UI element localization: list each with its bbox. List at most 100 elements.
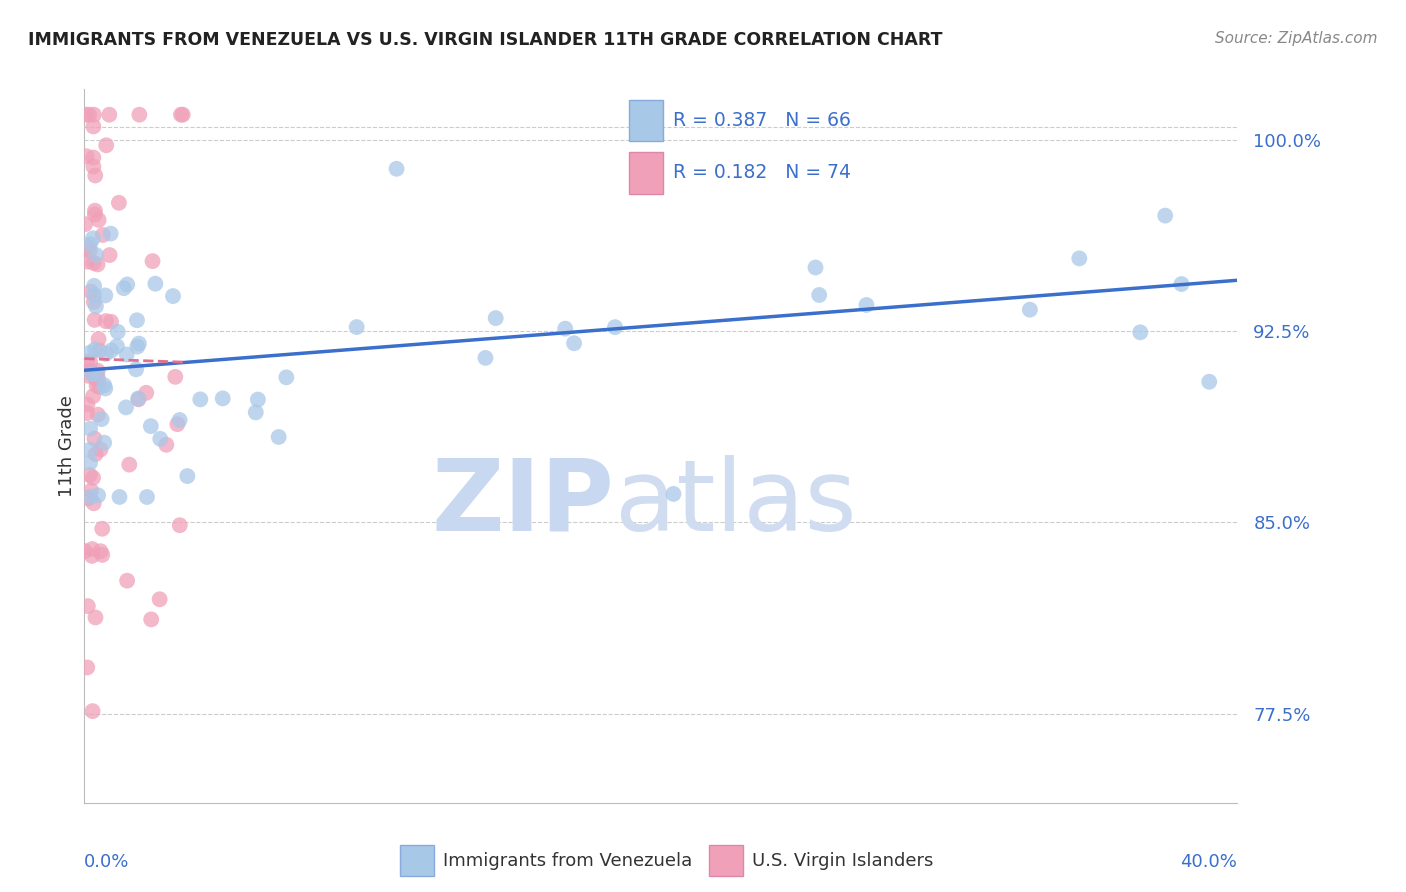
Text: U.S. Virgin Islanders: U.S. Virgin Islanders — [752, 852, 934, 870]
Point — [246, 392, 269, 407]
Point — [83, 295, 105, 310]
Point — [100, 343, 122, 358]
Point — [83, 207, 105, 221]
Point — [485, 311, 508, 326]
Y-axis label: 11th Grade: 11th Grade — [58, 395, 76, 497]
Point — [89, 544, 111, 558]
Point — [90, 412, 112, 426]
Point — [117, 277, 139, 292]
Point — [118, 458, 141, 472]
Point — [77, 240, 100, 254]
Point — [94, 382, 117, 396]
Point — [83, 108, 105, 122]
Point — [169, 413, 191, 427]
Point — [75, 217, 97, 231]
Point — [77, 108, 100, 122]
Point — [94, 288, 117, 302]
Point — [80, 367, 103, 381]
Point — [76, 599, 98, 613]
Point — [127, 392, 149, 406]
Point — [127, 392, 149, 407]
Point — [105, 339, 128, 353]
Point — [83, 313, 105, 327]
Point — [1069, 252, 1091, 266]
Point — [89, 343, 111, 358]
Text: R = 0.387   N = 66: R = 0.387 N = 66 — [672, 111, 851, 130]
Point — [155, 438, 177, 452]
Point — [87, 488, 110, 502]
Point — [554, 321, 576, 335]
Bar — [628, 152, 662, 194]
Point — [76, 491, 98, 506]
Point — [96, 138, 118, 153]
Point — [170, 108, 193, 122]
Point — [346, 320, 368, 334]
Point — [125, 362, 148, 376]
Text: Immigrants from Venezuela: Immigrants from Venezuela — [443, 852, 692, 870]
Point — [79, 456, 101, 470]
Point — [115, 347, 138, 361]
Point — [93, 378, 115, 392]
Point — [136, 490, 159, 504]
Point — [141, 254, 163, 268]
Point — [76, 397, 98, 411]
Point — [93, 435, 115, 450]
Point — [79, 490, 101, 504]
Point — [100, 227, 122, 241]
Point — [267, 430, 290, 444]
Point — [166, 417, 188, 432]
Point — [808, 288, 831, 302]
Point — [86, 368, 108, 382]
Point — [662, 487, 685, 501]
Point — [149, 432, 172, 446]
Point — [73, 544, 96, 558]
Point — [76, 149, 98, 163]
Point — [84, 610, 107, 624]
Point — [1018, 302, 1040, 317]
Point — [188, 392, 211, 407]
Text: R = 0.182   N = 74: R = 0.182 N = 74 — [672, 163, 851, 182]
Point — [82, 151, 104, 165]
Point — [276, 370, 298, 384]
Point — [128, 336, 150, 351]
Text: 40.0%: 40.0% — [1181, 853, 1237, 871]
Point — [84, 203, 107, 218]
Point — [79, 355, 101, 369]
Text: IMMIGRANTS FROM VENEZUELA VS U.S. VIRGIN ISLANDER 11TH GRADE CORRELATION CHART: IMMIGRANTS FROM VENEZUELA VS U.S. VIRGIN… — [28, 31, 942, 49]
Point — [211, 392, 233, 406]
Point — [245, 405, 267, 419]
Point — [1198, 375, 1220, 389]
Bar — [628, 100, 662, 141]
Point — [804, 260, 827, 275]
Point — [83, 288, 105, 302]
Point — [1170, 277, 1192, 291]
Point — [603, 320, 626, 334]
Point — [87, 364, 110, 378]
Point — [128, 108, 150, 122]
Point — [141, 612, 163, 626]
Point — [855, 298, 877, 312]
Point — [633, 120, 655, 135]
Point — [139, 419, 162, 434]
Point — [82, 471, 104, 485]
Point — [82, 542, 104, 557]
Point — [1154, 209, 1177, 223]
Point — [82, 704, 104, 718]
Point — [112, 281, 135, 295]
Point — [80, 549, 103, 563]
Point — [80, 483, 103, 498]
Point — [115, 401, 138, 415]
Point — [79, 468, 101, 483]
Point — [76, 354, 98, 368]
Point — [143, 277, 166, 291]
Point — [94, 347, 117, 361]
Point — [84, 447, 107, 461]
Point — [79, 442, 101, 457]
Point — [165, 369, 187, 384]
Point — [108, 490, 131, 504]
Point — [84, 299, 107, 313]
Point — [80, 285, 103, 299]
Point — [127, 340, 149, 354]
Point — [84, 248, 107, 262]
Point — [75, 108, 97, 122]
